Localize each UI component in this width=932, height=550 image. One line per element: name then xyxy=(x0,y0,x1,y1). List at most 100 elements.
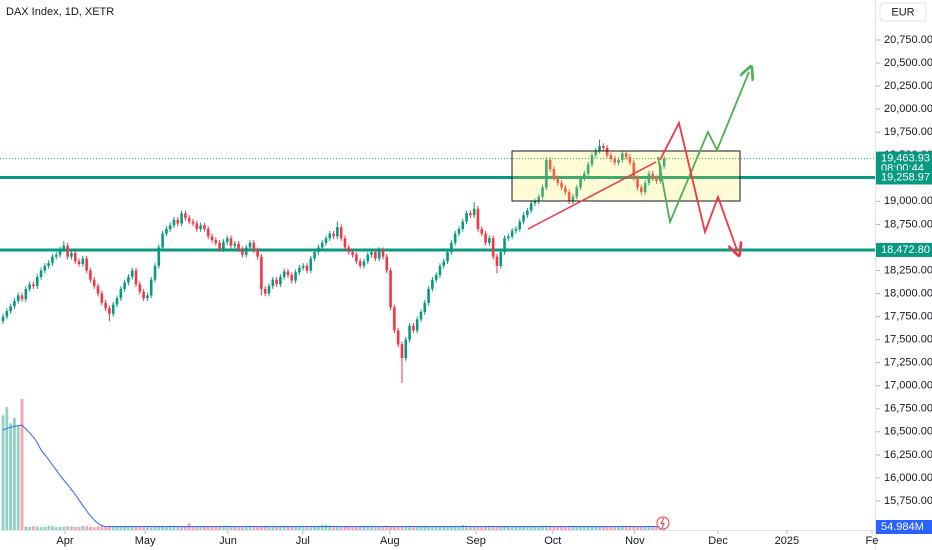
currency-button[interactable] xyxy=(879,2,927,22)
volume-bar xyxy=(643,526,647,530)
candle-body xyxy=(624,153,628,158)
volume-bar xyxy=(47,525,51,530)
candle-body xyxy=(85,258,88,271)
volume-bar xyxy=(282,526,286,530)
candle-body xyxy=(108,308,111,314)
candle-body xyxy=(168,225,172,229)
candle-body xyxy=(32,284,35,287)
volume-bar xyxy=(256,526,259,530)
candle-body xyxy=(556,178,560,183)
volume-bar xyxy=(601,526,605,530)
x-tick-label: Jul xyxy=(296,535,310,547)
volume-bar xyxy=(92,527,96,530)
volume-bar xyxy=(533,526,537,530)
candle-body xyxy=(374,252,377,259)
candle-body xyxy=(184,213,187,218)
candle-body xyxy=(647,173,651,183)
candle-body xyxy=(195,223,199,229)
candle-body xyxy=(43,265,47,271)
candle-body xyxy=(290,275,294,281)
volume-bar xyxy=(233,526,237,530)
volume-bar xyxy=(218,526,222,530)
volume-bar xyxy=(96,526,100,530)
x-tick-label: Fe xyxy=(866,535,879,547)
volume-bar xyxy=(229,526,233,530)
volume-bar xyxy=(449,526,453,530)
volume-bar xyxy=(313,526,316,530)
candle-body xyxy=(260,256,263,289)
y-tick-label: 18,000.00 xyxy=(884,287,932,299)
x-tick-label: May xyxy=(135,535,156,547)
candle-body xyxy=(537,196,541,202)
volume-bar xyxy=(552,526,556,530)
volume-bar xyxy=(290,526,294,530)
volume-bar xyxy=(579,526,582,530)
volume-bar xyxy=(309,527,313,530)
candle-body xyxy=(442,261,446,266)
volume-bar xyxy=(206,526,210,530)
x-tick-label: Jun xyxy=(219,535,237,547)
candle-body xyxy=(564,187,567,193)
volume-bar xyxy=(119,526,123,530)
volume-bar xyxy=(297,526,301,530)
candle-body xyxy=(176,219,180,224)
candle-body xyxy=(320,242,324,248)
candle-body xyxy=(465,213,468,222)
volume-bar xyxy=(176,526,180,530)
candle-body xyxy=(180,213,183,224)
candle-body xyxy=(203,225,206,229)
y-tick-label: 17,250.00 xyxy=(884,357,932,369)
candle-body xyxy=(66,245,69,257)
candle-body xyxy=(495,256,499,266)
candle-body xyxy=(602,146,605,148)
volume-bar xyxy=(263,526,267,530)
volume-bar xyxy=(571,526,575,530)
candle-body xyxy=(111,304,115,314)
volume-bar xyxy=(514,526,518,530)
y-tick-label: 16,250.00 xyxy=(884,449,932,461)
volume-bar xyxy=(13,418,16,530)
candle-body xyxy=(225,238,229,242)
volume-bar xyxy=(377,526,381,530)
volume-bar xyxy=(66,526,70,530)
currency[interactable]: EUR xyxy=(891,6,914,18)
candle-body xyxy=(115,298,119,305)
candle-body xyxy=(58,249,62,255)
candle-body xyxy=(594,150,598,156)
volume-bar xyxy=(362,526,366,530)
y-tick-label: 17,500.00 xyxy=(884,334,932,346)
candle-body xyxy=(636,178,639,188)
volume-label: 54.984M xyxy=(881,521,924,533)
event-icon-bolt xyxy=(660,517,665,529)
volume-bar xyxy=(275,526,278,530)
candle-body xyxy=(328,233,332,239)
volume-bar xyxy=(453,526,457,530)
volume-bar xyxy=(51,526,54,530)
candle-body xyxy=(419,311,423,320)
volume-bar xyxy=(294,526,297,530)
level-label-box xyxy=(876,242,932,257)
volume-bar xyxy=(252,526,256,530)
candle-body xyxy=(62,245,66,250)
y-tick-label: 17,000.00 xyxy=(884,380,932,392)
volume-bar xyxy=(271,526,275,530)
volume-bar xyxy=(590,526,594,530)
volume-bar xyxy=(347,526,351,530)
candle-body xyxy=(339,227,343,239)
volume-bar xyxy=(134,526,138,530)
volume-bar xyxy=(20,398,24,530)
candle-body xyxy=(13,300,16,307)
candle-body xyxy=(142,291,145,299)
candle-body xyxy=(214,240,218,243)
volume-bar xyxy=(138,526,142,530)
volume-bar xyxy=(476,526,480,530)
volume-bar xyxy=(609,526,613,530)
candle-body xyxy=(191,221,195,224)
y-tick-label: 19,000.00 xyxy=(884,195,932,207)
candle-body xyxy=(206,228,210,237)
candle-body xyxy=(70,252,73,257)
candle-body xyxy=(20,295,24,300)
volume-bar xyxy=(503,526,506,530)
trend-line xyxy=(527,161,657,230)
chart-title: DAX Index, 1D, XETR xyxy=(6,6,114,18)
